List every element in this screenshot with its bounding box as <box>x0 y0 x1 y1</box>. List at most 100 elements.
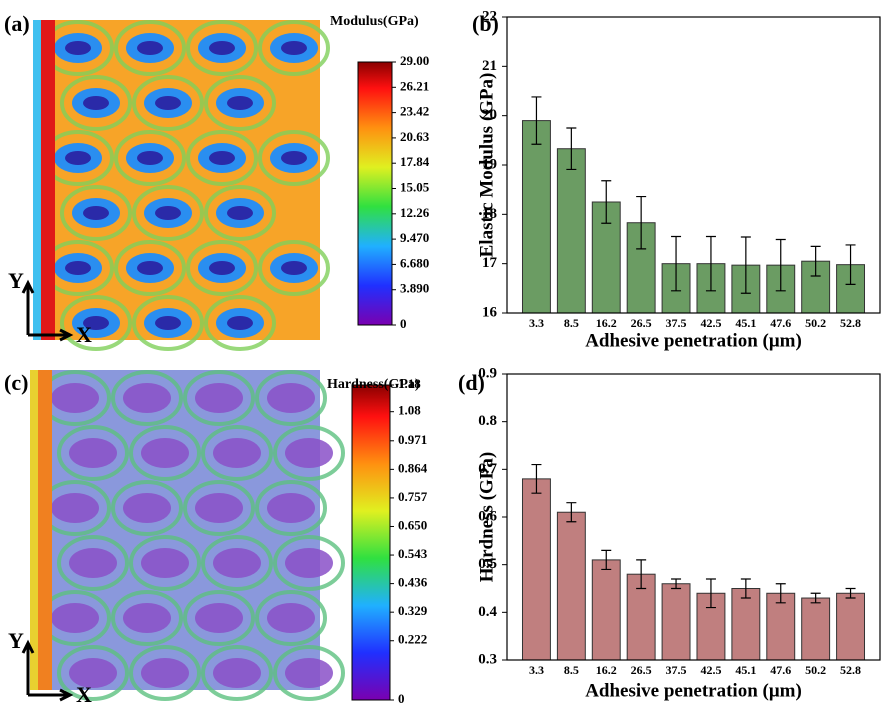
colorbar-tick-label: 26.21 <box>400 78 429 93</box>
cell-lumen <box>213 438 261 468</box>
cell-wall <box>201 535 273 591</box>
colorbar-tick-label: 0.436 <box>398 575 428 590</box>
error-bar <box>845 587 856 599</box>
cell-wall <box>273 645 345 701</box>
cell-wall <box>204 295 276 351</box>
panel-label: (a) <box>4 11 30 36</box>
colorbar-tick-label: 1.08 <box>398 403 421 418</box>
cell-wall <box>111 370 183 426</box>
colorbar-tick-label: 0.971 <box>398 432 427 447</box>
cell-lumen <box>123 383 171 413</box>
cell-lumen <box>51 493 99 523</box>
cell-wall <box>183 370 255 426</box>
error-bar <box>845 244 856 285</box>
cell-lumen <box>195 603 243 633</box>
colorbar <box>351 384 391 701</box>
cell-core <box>209 41 235 55</box>
error-bar <box>740 236 751 294</box>
y-tick-label: 19 <box>482 156 497 172</box>
colorbar-tick-label: 0 <box>398 691 405 706</box>
cell-wall <box>258 20 330 76</box>
cell-wall <box>204 75 276 131</box>
x-tick-label: 3.3 <box>529 316 544 330</box>
cell-core <box>83 96 109 110</box>
x-tick-label: 52.8 <box>840 316 861 330</box>
cell-lumen <box>123 603 171 633</box>
cell-wall <box>57 425 129 481</box>
cell-core <box>227 96 253 110</box>
colorbar-tick-label: 3.890 <box>400 281 429 296</box>
axis-arrows <box>21 279 74 342</box>
y-tick-label: 18 <box>482 206 497 222</box>
error-bar <box>705 578 716 609</box>
x-tick-label: 47.6 <box>770 316 791 330</box>
y-tick-label: 20 <box>482 107 497 123</box>
bar <box>556 148 586 314</box>
cell-wall <box>201 425 273 481</box>
cell-lumen <box>141 548 189 578</box>
colorbar-title: Hardness(GPa) <box>327 377 420 392</box>
cell-lumen <box>195 493 243 523</box>
cell-core <box>209 261 235 275</box>
cell-core <box>227 206 253 220</box>
cell-wall <box>273 535 345 591</box>
bar <box>766 592 796 661</box>
cell-core <box>281 151 307 165</box>
colorbar-tick-label: 0.329 <box>398 603 428 618</box>
cell-core <box>65 261 91 275</box>
y-tick-label: 22 <box>482 8 497 24</box>
x-tick-label: 45.1 <box>735 316 756 330</box>
cell-wall <box>57 645 129 701</box>
colorbar-tick-label: 9.470 <box>400 230 429 245</box>
colorbar-tick-label: 23.42 <box>400 104 429 119</box>
cell-wall <box>60 295 132 351</box>
cell-lumen <box>267 493 315 523</box>
cell-lumen <box>285 438 333 468</box>
x-tick-label: 37.5 <box>666 663 687 677</box>
error-bar <box>775 583 786 604</box>
cell-core <box>65 151 91 165</box>
cell-core <box>281 261 307 275</box>
cell-lumen <box>69 658 117 688</box>
colorbar-tick-label: 0.543 <box>398 546 428 561</box>
cell-wall <box>132 295 204 351</box>
cell-wall <box>255 480 327 536</box>
cell-core <box>155 96 181 110</box>
axis-arrows <box>21 639 74 702</box>
cell-wall <box>255 590 327 646</box>
y-arrow-label: Y <box>8 268 24 293</box>
error-bar <box>810 245 821 277</box>
y-tick-label: 0.4 <box>478 604 497 620</box>
y-tick-label: 21 <box>482 58 497 74</box>
cell-core <box>137 151 163 165</box>
x-tick-label: 8.5 <box>564 663 579 677</box>
error-bar <box>566 502 577 523</box>
cell-core <box>65 41 91 55</box>
error-bar <box>531 96 542 145</box>
bar <box>591 559 621 661</box>
cell-wall <box>132 185 204 241</box>
cell-wall <box>255 370 327 426</box>
x-tick-label: 37.5 <box>666 316 687 330</box>
x-axis-label: Adhesive penetration (μm) <box>585 680 802 701</box>
cell-lumen <box>195 383 243 413</box>
colorbar-tick-label: 20.63 <box>400 129 430 144</box>
cell-wall <box>60 185 132 241</box>
colorbar-tick-label: 0 <box>400 316 407 331</box>
cell-core <box>281 41 307 55</box>
cell-core <box>137 41 163 55</box>
plot-frame <box>506 16 881 314</box>
bar <box>521 478 551 661</box>
colorbar-tick-label: 6.680 <box>400 255 429 270</box>
cell-core <box>155 206 181 220</box>
cell-core <box>137 261 163 275</box>
x-tick-label: 50.2 <box>805 663 826 677</box>
cell-wall <box>201 645 273 701</box>
cell-lumen <box>69 438 117 468</box>
x-arrow-label: X <box>76 682 92 707</box>
cell-wall <box>132 75 204 131</box>
y-tick-label: 16 <box>482 304 498 320</box>
bar <box>521 120 551 314</box>
colorbar-tick-label: 0.864 <box>398 460 428 475</box>
cell-wall <box>258 240 330 296</box>
